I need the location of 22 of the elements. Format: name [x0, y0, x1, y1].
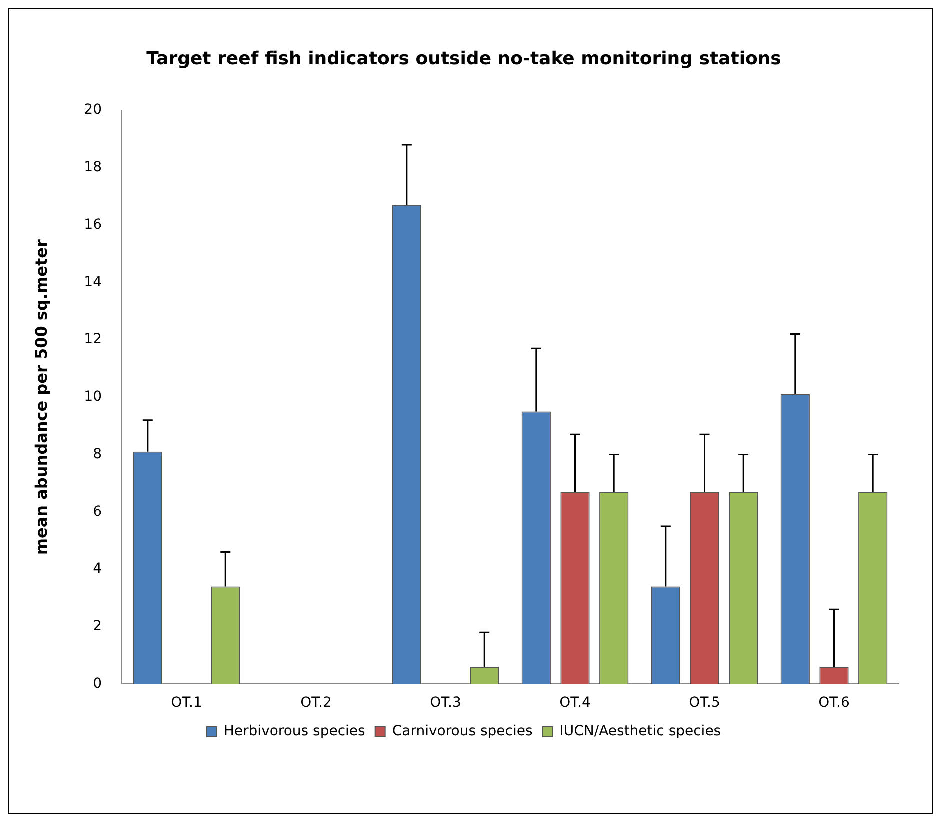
y-tick-label: 12: [84, 332, 102, 348]
y-tick-label: 0: [93, 676, 102, 692]
legend-label: Carnivorous species: [392, 724, 533, 740]
y-tick-label: 16: [84, 216, 102, 233]
x-tick-label: OT.1: [171, 695, 202, 712]
x-tick-label: OT.4: [560, 695, 591, 712]
y-axis-title: mean abundance per 500 sq.meter: [32, 240, 51, 556]
y-tick-label: 20: [84, 102, 102, 118]
x-tick-label: OT.3: [430, 695, 462, 712]
legend-label: Herbivorous species: [224, 724, 366, 740]
x-tick-label: OT.6: [818, 695, 850, 712]
y-tick-label: 8: [93, 446, 102, 462]
y-tick-label: 6: [93, 504, 102, 520]
legend-label: IUCN/Aesthetic species: [560, 724, 722, 740]
y-tick-label: 4: [93, 561, 102, 578]
y-tick-label: 2: [93, 618, 102, 634]
x-tick-label: OT.2: [300, 695, 332, 712]
y-tick-label: 18: [84, 160, 102, 176]
x-tick-label: OT.5: [689, 695, 720, 712]
y-tick-label: 10: [84, 389, 102, 406]
y-tick-label: 14: [84, 274, 102, 290]
chart-title: Target reef fish indicators outside no-take monitoring stations: [146, 48, 782, 70]
